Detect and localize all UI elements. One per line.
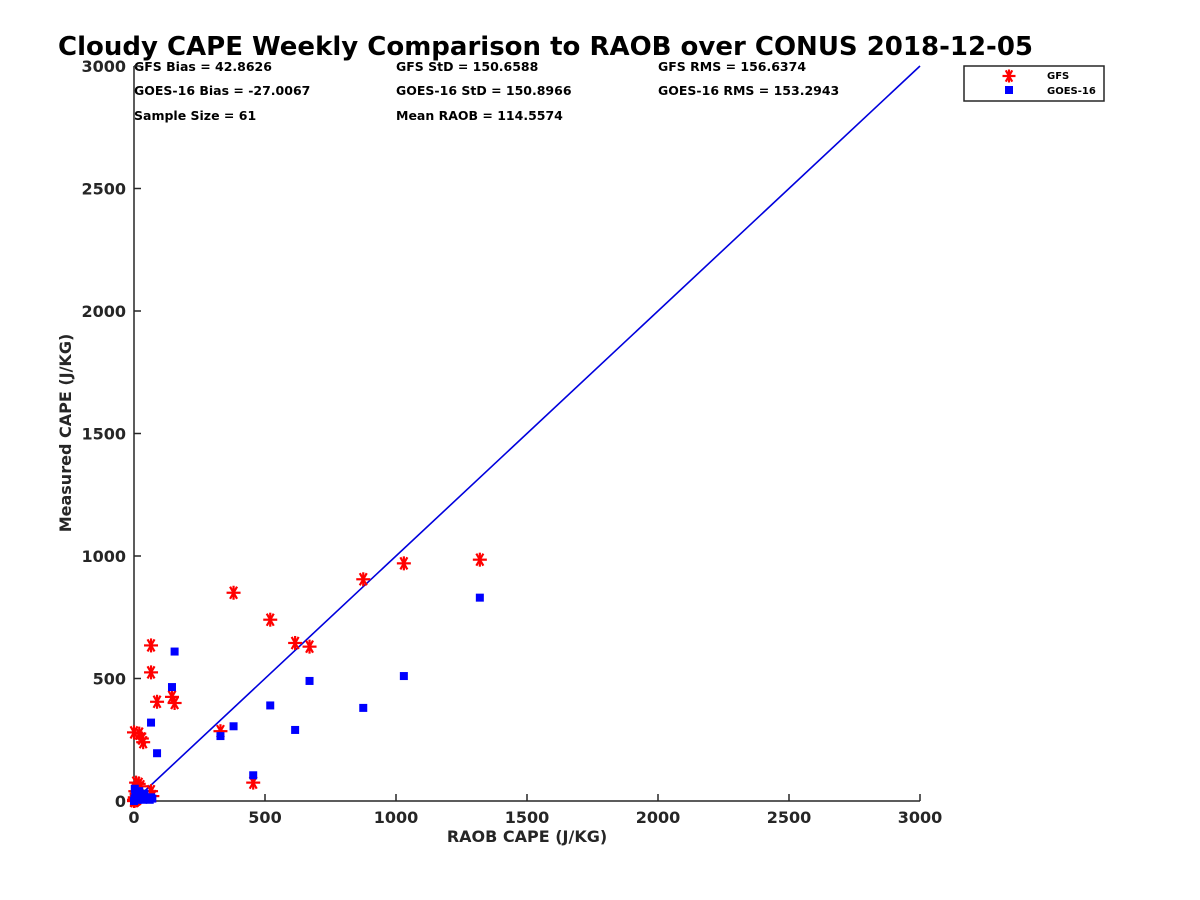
legend-goes-marker bbox=[1005, 86, 1013, 94]
goes16-point bbox=[399, 672, 408, 681]
gfs-point bbox=[302, 639, 317, 654]
goes-std-text: GOES-16 StD = 150.8966 bbox=[396, 83, 572, 98]
gfs-rms-text: GFS RMS = 156.6374 bbox=[658, 59, 806, 74]
goes16-point bbox=[170, 647, 179, 656]
gfs-std-text: GFS StD = 150.6588 bbox=[396, 59, 538, 74]
gfs-point bbox=[396, 556, 411, 571]
gfs-point bbox=[144, 665, 159, 680]
gfs-point bbox=[356, 572, 371, 587]
goes16-point bbox=[229, 722, 238, 731]
mean-raob-text: Mean RAOB = 114.5574 bbox=[396, 108, 563, 123]
x-tick-label: 0 bbox=[128, 808, 139, 827]
x-tick-label: 1000 bbox=[374, 808, 419, 827]
gfs-bias-text: GFS Bias = 42.8626 bbox=[134, 59, 272, 74]
x-tick-label: 500 bbox=[248, 808, 281, 827]
sample-size-text: Sample Size = 61 bbox=[134, 108, 256, 123]
x-tick-label: 2000 bbox=[636, 808, 681, 827]
goes16-point bbox=[305, 676, 314, 685]
legend-box bbox=[963, 65, 1105, 102]
goes16-point bbox=[266, 701, 275, 710]
goes16-point bbox=[249, 771, 258, 780]
y-tick-label: 1500 bbox=[81, 425, 126, 444]
goes16-point bbox=[153, 749, 162, 758]
y-tick-label: 500 bbox=[93, 670, 126, 689]
legend: GFS GOES-16 bbox=[963, 65, 1105, 102]
gfs-point bbox=[226, 585, 241, 600]
x-tick-label: 1500 bbox=[505, 808, 550, 827]
y-tick-label: 3000 bbox=[81, 57, 126, 76]
goes16-point bbox=[475, 593, 484, 602]
goes16-point bbox=[147, 718, 156, 727]
goes16-point bbox=[135, 787, 144, 796]
goes-rms-text: GOES-16 RMS = 153.2943 bbox=[658, 83, 839, 98]
legend-gfs-label: GFS bbox=[1047, 71, 1069, 82]
data-points bbox=[127, 552, 487, 808]
goes16-point bbox=[167, 683, 176, 692]
goes16-point bbox=[140, 789, 149, 798]
goes16-point bbox=[132, 792, 141, 801]
goes16-point bbox=[148, 794, 157, 803]
gfs-point bbox=[150, 694, 165, 709]
goes16-point bbox=[291, 725, 300, 734]
x-ticks: 0 500 1000 1500 2000 2500 3000 bbox=[128, 794, 942, 827]
x-axis-label: RAOB CAPE (J/KG) bbox=[447, 827, 607, 846]
goes16-legend-square bbox=[1005, 86, 1013, 94]
gfs-point bbox=[144, 638, 159, 653]
goes16-point bbox=[216, 732, 225, 741]
y-tick-label: 2000 bbox=[81, 302, 126, 321]
legend-goes-label: GOES-16 bbox=[1047, 86, 1096, 97]
stats-panel: GFS Bias = 42.8626 GFS StD = 150.6588 GF… bbox=[134, 59, 839, 123]
y-axis-label: Measured CAPE (J/KG) bbox=[56, 334, 75, 533]
goes-bias-text: GOES-16 Bias = -27.0067 bbox=[134, 83, 310, 98]
x-tick-label: 3000 bbox=[898, 808, 943, 827]
goes16-point bbox=[130, 784, 139, 793]
goes16-point bbox=[359, 703, 368, 712]
y-tick-label: 2500 bbox=[81, 180, 126, 199]
y-tick-label: 0 bbox=[115, 792, 126, 811]
gfs-point bbox=[167, 696, 182, 710]
goes16-point bbox=[139, 795, 148, 804]
one-to-one-line bbox=[133, 65, 921, 802]
x-tick-label: 2500 bbox=[767, 808, 812, 827]
gfs-legend-asterisk bbox=[1002, 69, 1016, 83]
reference-line bbox=[133, 65, 921, 802]
y-ticks: 0 500 1000 1500 2000 2500 3000 bbox=[81, 57, 141, 811]
gfs-point bbox=[472, 552, 487, 567]
gfs-point bbox=[263, 612, 278, 627]
gfs-point bbox=[288, 635, 303, 650]
legend-gfs-marker bbox=[1002, 69, 1016, 83]
chart-title: Cloudy CAPE Weekly Comparison to RAOB ov… bbox=[58, 32, 1033, 62]
y-tick-label: 1000 bbox=[81, 547, 126, 566]
gfs-point bbox=[136, 735, 151, 750]
